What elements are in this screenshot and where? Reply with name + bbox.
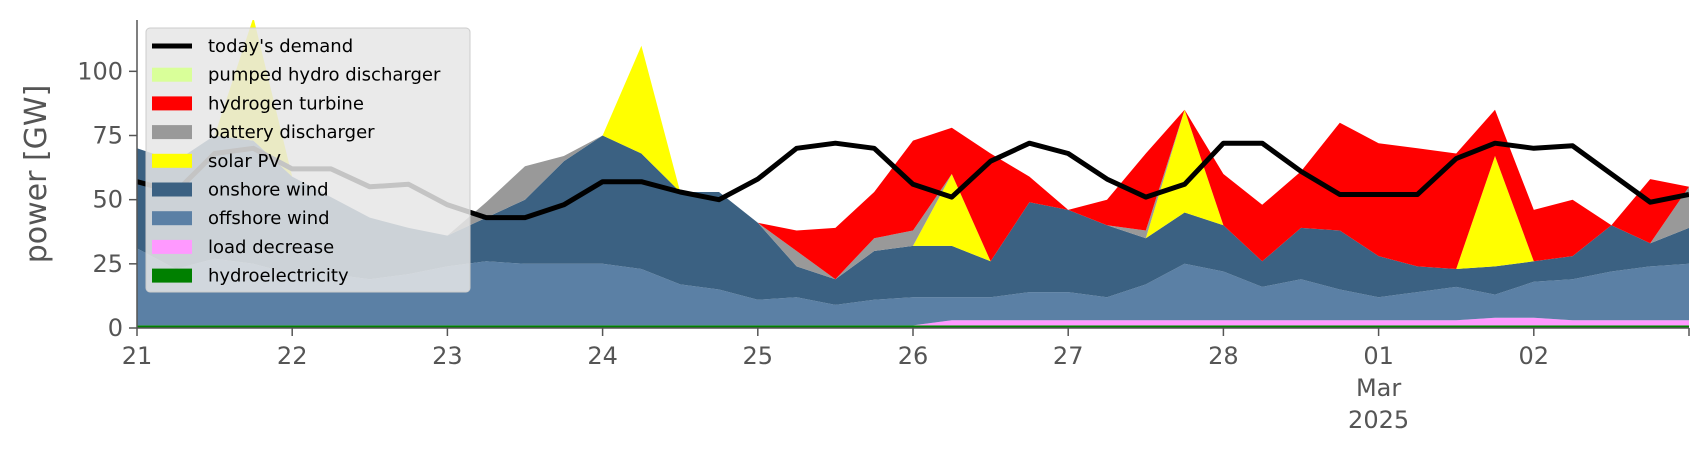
x-tick-label: 21 (122, 342, 153, 370)
y-tick-label: 0 (108, 314, 123, 342)
x-tick-label: 24 (587, 342, 618, 370)
legend-label-pumped-hydro-discharger: pumped hydro discharger (208, 65, 441, 86)
area-onshore-wind (137, 135, 1689, 305)
x-tick-year: 2025 (1348, 406, 1409, 434)
y-axis-title: power [GW] (19, 85, 54, 264)
legend-box (145, 27, 471, 293)
legend-swatch-load-decrease (152, 239, 192, 254)
legend: today's demand pumped hydro discharger hyd… (145, 27, 471, 293)
x-tick-label: 01 (1363, 342, 1394, 370)
legend-label-onshore-wind: onshore wind (208, 180, 329, 201)
legend-label-battery-discharger: battery discharger (208, 122, 375, 143)
y-tick-label: 100 (77, 57, 123, 85)
x-tick-label: 02 (1519, 342, 1550, 370)
y-tick-label: 75 (92, 122, 123, 150)
x-tick-label: 25 (743, 342, 774, 370)
legend-label-today-s-demand: today's demand (208, 36, 353, 57)
x-tick-label: 23 (432, 342, 463, 370)
x-tick-label: 22 (277, 342, 308, 370)
legend-swatch-battery-discharger (152, 125, 192, 140)
legend-label-offshore-wind: offshore wind (208, 208, 330, 229)
y-tick-label: 25 (92, 250, 123, 278)
area-hydrogen-turbine (137, 20, 1689, 280)
legend-swatch-onshore-wind (152, 182, 192, 197)
x-tick-label: 26 (898, 342, 929, 370)
legend-label-solar-pv: solar PV (208, 151, 281, 172)
x-tick-label: 28 (1208, 342, 1239, 370)
area-offshore-wind (137, 248, 1689, 326)
legend-swatch-offshore-wind (152, 211, 192, 226)
legend-label-load-decrease: load decrease (208, 237, 334, 258)
legend-swatch-solar-pv (152, 153, 192, 168)
legend-swatch-hydrogen-turbine (152, 96, 192, 111)
legend-label-hydroelectricity: hydroelectricity (208, 266, 349, 287)
x-tick-label: 27 (1053, 342, 1084, 370)
x-tick-month: Mar (1356, 374, 1401, 402)
y-tick-label: 50 (92, 186, 123, 214)
area-load-decrease (137, 317, 1689, 326)
legend-swatch-hydroelectricity (152, 268, 192, 283)
axes: 0 25 50 75 100 21 22 23 24 25 26 27 28 01 Mar 2025 02 (77, 20, 1690, 434)
legend-swatch-pumped-hydro-discharger (152, 67, 192, 82)
legend-label-hydrogen-turbine: hydrogen turbine (208, 93, 364, 114)
